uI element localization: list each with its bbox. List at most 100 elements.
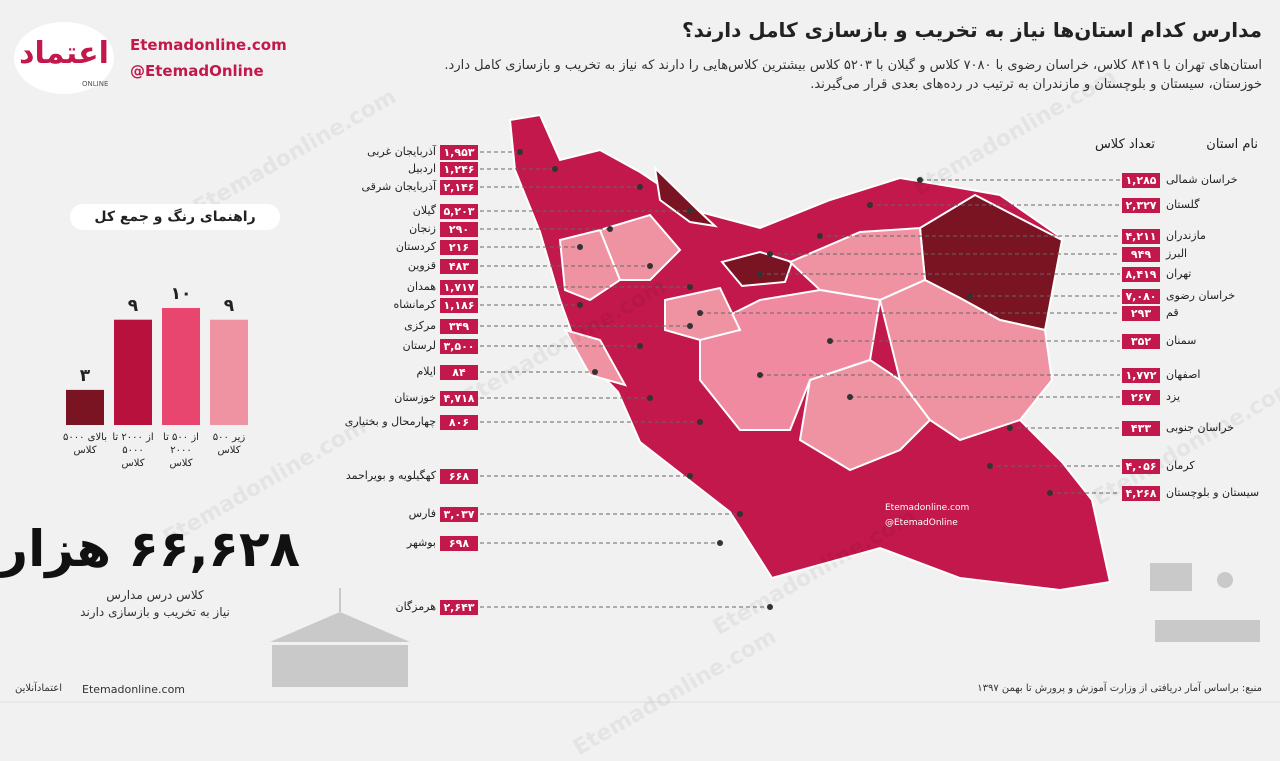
leader-dot [717, 540, 723, 546]
province-name: هرمزگان [395, 600, 437, 613]
footer-brand: اعتمادآنلاین [15, 683, 62, 694]
province-count: ۶۶۸ [440, 469, 478, 484]
province-name: کهگیلویه و بویراحمد [345, 469, 436, 482]
province-count: ۸۰۶ [440, 415, 478, 430]
bar [210, 319, 248, 425]
province-name: قم [1166, 306, 1179, 319]
leader-dot [687, 208, 693, 214]
leader-dot [737, 511, 743, 517]
province-name: سیستان و بلوچستان [1166, 486, 1260, 499]
province-count: ۱,۷۷۲ [1122, 368, 1160, 383]
map-layer [0, 113, 1280, 703]
page: (() => { const data = JSON.parse(documen… [0, 18, 1280, 761]
region-south-khorasan [878, 278, 1054, 442]
bar-value-label: ۹ [223, 295, 235, 316]
column-province: نام استان [1206, 137, 1258, 152]
province-name: همدان [406, 280, 436, 293]
leader-dot [827, 338, 833, 344]
province-name: خراسان جنوبی [1166, 421, 1235, 434]
leader-dot [847, 394, 853, 400]
bar-category: زیر ۵۰۰ کلاس [212, 432, 246, 456]
province-name: بوشهر [406, 536, 436, 549]
leader-dot [817, 233, 823, 239]
province-count: ۲۹۰ [440, 222, 478, 237]
province-name: کردستان [395, 240, 436, 253]
total-number: ۶۶,۶۲۸ هزار [0, 520, 300, 578]
province-count: ۲۹۳ [1122, 306, 1160, 321]
leader-dot [987, 463, 993, 469]
logo: اعتماد [14, 22, 114, 94]
province-name: گیلان [412, 204, 436, 217]
province-count: ۷,۰۸۰ [1122, 289, 1160, 304]
province-count: ۳,۰۳۷ [440, 507, 478, 522]
province-count: ۴۳۳ [1122, 421, 1160, 436]
leader-dot [647, 395, 653, 401]
province-count: ۱,۱۸۶ [440, 298, 478, 313]
province-count: ۴,۲۶۸ [1122, 486, 1160, 501]
leader-dot [607, 226, 613, 232]
bar [66, 389, 104, 425]
bar [162, 308, 200, 425]
leader-dot [967, 293, 973, 299]
leader-dot [637, 184, 643, 190]
leader-dot [687, 284, 693, 290]
province-name: اصفهان [1166, 368, 1201, 381]
province-count: ۱,۷۱۷ [440, 280, 478, 295]
province-count: ۲,۱۴۶ [440, 180, 478, 195]
leader-dot [917, 177, 923, 183]
region-ilam [562, 328, 628, 387]
classroom-icon [1150, 563, 1260, 642]
leader-dot [687, 323, 693, 329]
province-name: خراسان رضوی [1166, 289, 1236, 302]
lead-line: خوزستان، سیستان و بلوچستان و مازندران به… [810, 77, 1262, 92]
leader-dot [517, 149, 523, 155]
province-name: سمنان [1166, 334, 1197, 347]
province-name: لرستان [402, 339, 436, 352]
leader-dot [647, 263, 653, 269]
leader-dot [592, 369, 598, 375]
source: منبع: براساس آمار دریافتی از وزارت آموزش… [977, 683, 1262, 694]
lead-line: استان‌های تهران با ۸۴۱۹ کلاس، خراسان رضو… [444, 58, 1262, 73]
bar [114, 319, 152, 425]
province-name: ایلام [416, 365, 437, 378]
leader-dot [687, 473, 693, 479]
province-count: ۵,۲۰۳ [440, 204, 478, 219]
iran-map [508, 113, 1112, 592]
province-name: اردبیل [408, 162, 436, 175]
province-name: گلستان [1166, 198, 1200, 211]
leader-dot [637, 343, 643, 349]
province-name: فارس [408, 507, 436, 520]
leader-dot [577, 244, 583, 250]
province-count: ۲,۳۲۷ [1122, 198, 1160, 213]
bar-category: از ۵۰۰ تا ۲۰۰۰ کلاس [163, 432, 199, 469]
column-count: تعداد کلاس [1094, 137, 1155, 152]
province-count: ۴,۲۱۱ [1122, 229, 1160, 244]
leader-dot [767, 251, 773, 257]
leader-dot [552, 166, 558, 172]
logo-sub: ONLINE [82, 80, 109, 88]
province-count: ۸۴ [440, 365, 478, 380]
province-count: ۱,۹۵۳ [440, 145, 478, 160]
province-name: آذربایجان غربی [367, 145, 436, 158]
province-name: کرمان [1166, 459, 1195, 472]
leader-dot [767, 604, 773, 610]
province-name: زنجان [409, 222, 436, 235]
province-count: ۱,۲۸۵ [1122, 173, 1160, 188]
total-caption: کلاس درس مدارس [106, 588, 204, 602]
footer-site: Etemadonline.com [82, 683, 186, 696]
leader-dot [1047, 490, 1053, 496]
icon-desk [1155, 620, 1260, 642]
leader-dot [1007, 425, 1013, 431]
icon-roof [270, 612, 410, 642]
province-count: ۲۱۶ [440, 240, 478, 255]
province-name: یزد [1166, 390, 1181, 403]
province-name: آذربایجان شرقی [361, 180, 436, 193]
province-count: ۱,۲۴۶ [440, 162, 478, 177]
province-name: تهران [1166, 267, 1192, 280]
icon-building [272, 645, 408, 687]
province-count: ۲,۶۴۳ [440, 600, 478, 615]
brand-site: Etemadonline.com [130, 36, 287, 54]
province-count: ۴,۰۵۶ [1122, 459, 1160, 474]
bar-value-label: ۱۰ [170, 284, 192, 304]
province-name: چهارمحال و بختیاری [344, 415, 436, 428]
